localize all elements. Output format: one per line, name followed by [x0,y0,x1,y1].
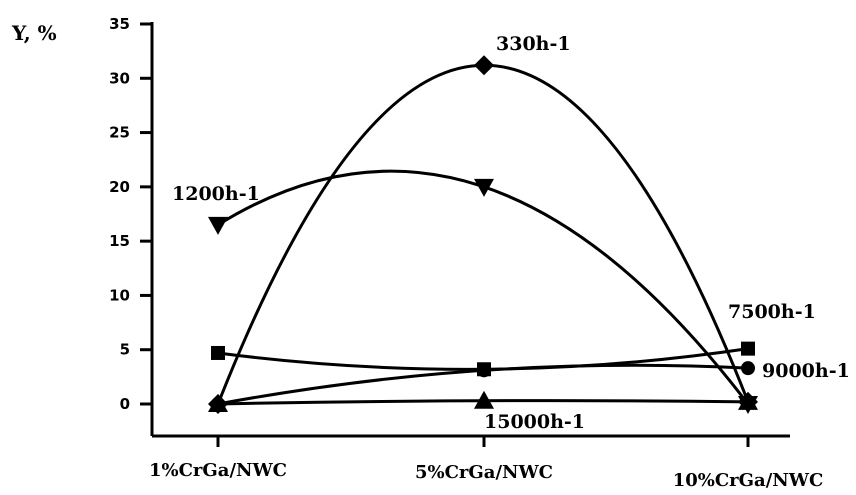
series-line-330h-1 [216,63,750,405]
data-point-9000h-1 [741,361,755,376]
data-point-7500h-1 [741,341,755,356]
data-point-7500h-1 [211,345,225,360]
x-category-label: 10%CrGa/NWC [673,470,824,491]
series-label-7500h-1: 7500h-1 [728,301,816,323]
series-labels: 330h-1 1200h-1 7500h-1 9000h-1 15000h-1 [172,33,850,433]
data-point-330h-1 [474,55,494,76]
y-axis-label: Y, % [11,21,57,45]
data-point-1200h-1 [474,178,494,197]
series-label-330h-1: 330h-1 [496,33,571,55]
y-tick-label: 15 [109,232,130,250]
y-tick-label: 20 [109,178,130,196]
y-tick-label: 25 [109,124,130,142]
y-tick-label: 30 [109,69,130,87]
y-tick-label: 35 [109,15,130,33]
series-lines [216,63,750,406]
y-tick-label: 5 [120,341,130,359]
y-tick-label: 10 [109,286,130,304]
data-point-15000h-1 [738,391,758,410]
data-point-9000h-1 [477,363,491,378]
y-ticks: 0 5 10 15 20 25 30 35 [109,15,152,413]
data-point-1200h-1 [208,216,228,235]
y-tick-label: 0 [120,395,130,413]
x-categories: 1%CrGa/NWC 5%CrGa/NWC 10%CrGa/NWC [149,436,823,491]
x-category-label: 5%CrGa/NWC [415,462,553,483]
series-label-1200h-1: 1200h-1 [172,183,260,205]
data-point-15000h-1 [208,394,228,412]
series-label-9000h-1: 9000h-1 [762,360,850,382]
data-point-15000h-1 [474,390,494,409]
x-category-label: 1%CrGa/NWC [149,460,287,481]
series-label-15000h-1: 15000h-1 [484,411,585,433]
series-markers [208,55,758,414]
axes [150,22,790,438]
